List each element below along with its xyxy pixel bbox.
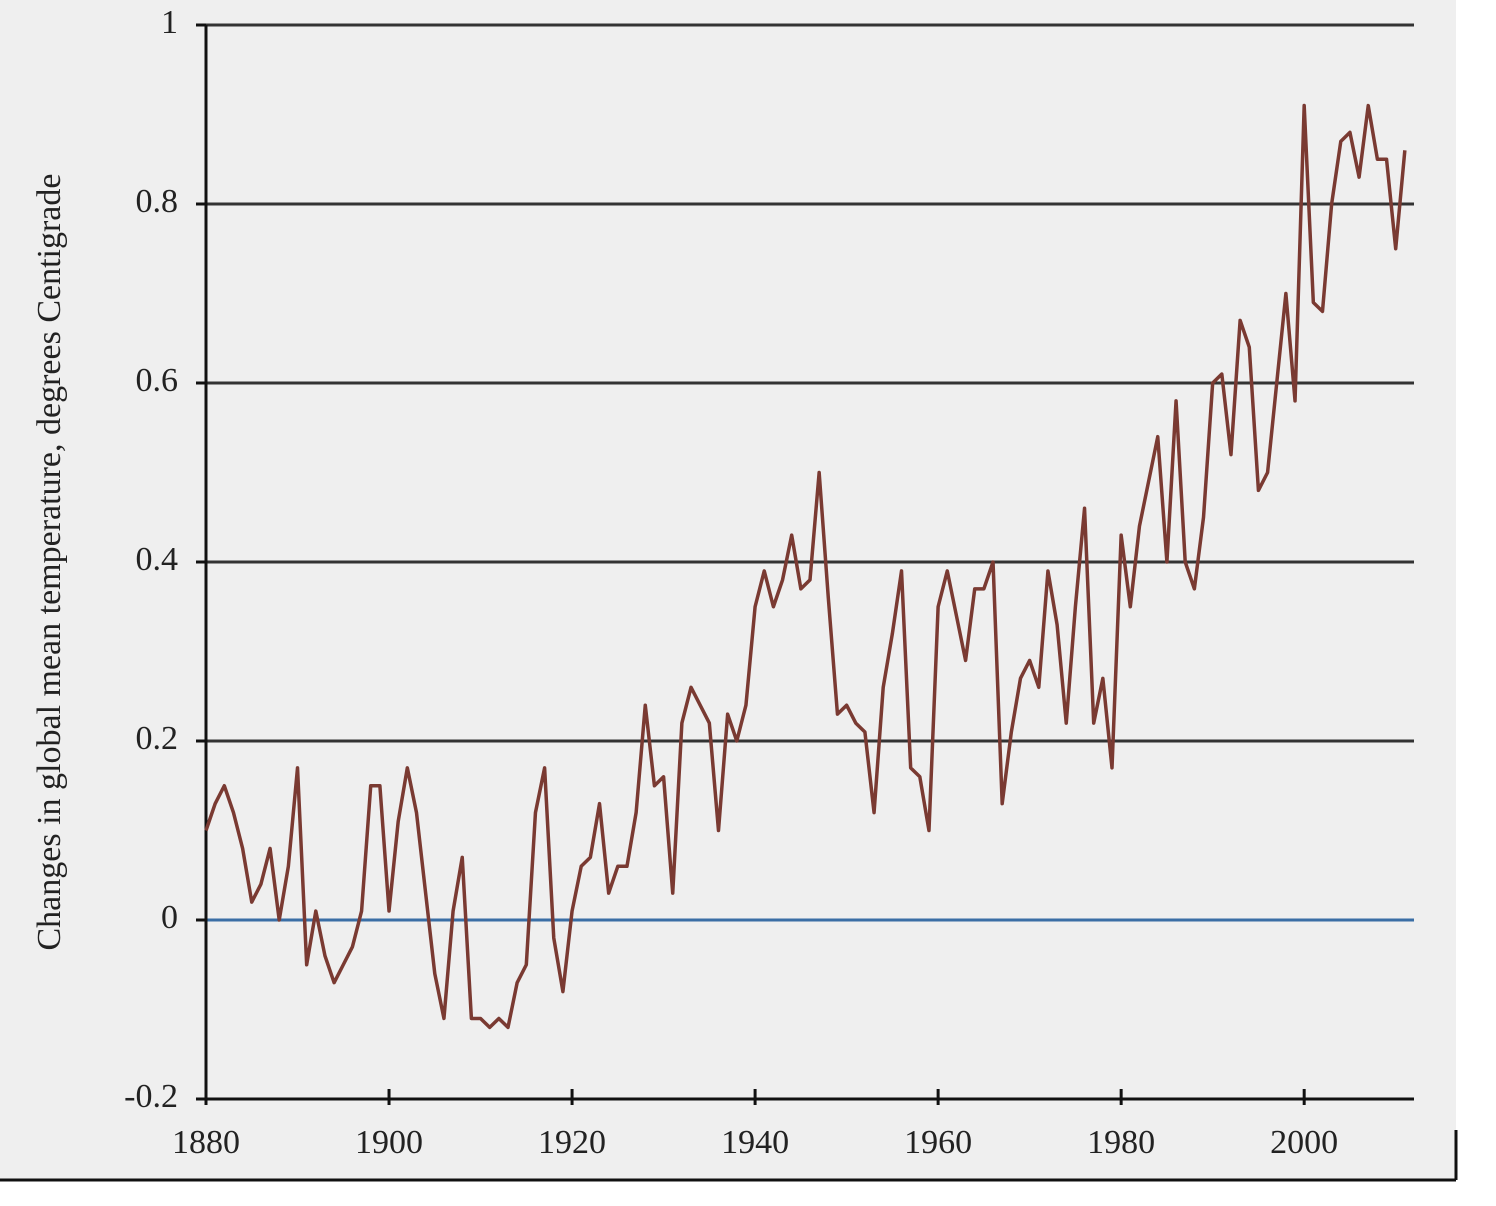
x-tick-label: 1960 [904,1124,972,1161]
data-line [204,103,1407,1030]
x-tick-label: 1900 [355,1124,423,1161]
x-tick-label: 1920 [538,1124,606,1161]
x-tick-label: 1880 [172,1124,240,1161]
y-axis-label: Changes in global mean temperature, degr… [31,174,68,951]
x-tick-label: 1940 [721,1124,789,1161]
chart-background [0,0,1456,1180]
y-tick-label: -0.2 [124,1078,178,1115]
y-tick-label: 0.8 [136,183,179,220]
x-tick-label: 2000 [1270,1124,1338,1161]
y-tick-label: 0.6 [136,362,179,399]
y-tick-label: 0.4 [136,541,179,578]
y-tick-label: 0 [161,899,178,936]
x-tick-label: 1980 [1087,1124,1155,1161]
y-tick-label: 1 [161,4,178,41]
y-tick-label: 0.2 [136,720,179,757]
